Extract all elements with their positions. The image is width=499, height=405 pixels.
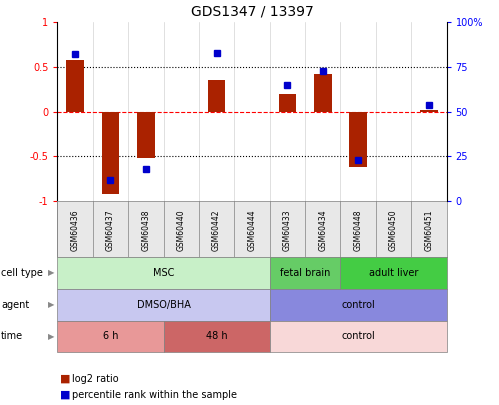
Text: GSM60448: GSM60448	[354, 209, 363, 251]
Text: GSM60434: GSM60434	[318, 209, 327, 251]
Text: GSM60438: GSM60438	[141, 209, 150, 251]
Bar	[349, 112, 367, 167]
Text: fetal brain: fetal brain	[280, 268, 330, 278]
Text: 6 h: 6 h	[103, 331, 118, 341]
Bar	[269, 289, 447, 320]
Bar	[278, 94, 296, 112]
Text: DMSO/BHA: DMSO/BHA	[137, 300, 191, 310]
Text: GSM60433: GSM60433	[283, 209, 292, 251]
Text: cell type: cell type	[1, 268, 43, 278]
Bar	[137, 112, 155, 158]
Text: MSC: MSC	[153, 268, 174, 278]
Text: ■: ■	[60, 390, 70, 400]
Bar	[208, 81, 226, 112]
Bar	[314, 74, 332, 112]
Text: control: control	[341, 331, 375, 341]
Text: agent: agent	[1, 300, 29, 310]
Bar	[57, 257, 269, 289]
Bar	[66, 60, 84, 112]
Bar	[57, 320, 164, 352]
Text: 48 h: 48 h	[206, 331, 228, 341]
Bar	[420, 110, 438, 112]
Text: ▶: ▶	[48, 300, 55, 309]
Bar	[102, 112, 119, 194]
Bar	[57, 289, 269, 320]
Bar	[164, 320, 269, 352]
Text: GSM60442: GSM60442	[212, 209, 221, 251]
Bar	[269, 257, 340, 289]
Text: GSM60450: GSM60450	[389, 209, 398, 251]
Text: GSM60444: GSM60444	[248, 209, 256, 251]
Bar	[340, 257, 447, 289]
Text: time: time	[1, 331, 23, 341]
Text: log2 ratio: log2 ratio	[72, 374, 119, 384]
Bar	[269, 320, 447, 352]
Text: ■: ■	[60, 374, 70, 384]
Text: control: control	[341, 300, 375, 310]
Text: ▶: ▶	[48, 269, 55, 277]
Text: GSM60440: GSM60440	[177, 209, 186, 251]
Text: ▶: ▶	[48, 332, 55, 341]
Text: GSM60437: GSM60437	[106, 209, 115, 251]
Text: percentile rank within the sample: percentile rank within the sample	[72, 390, 238, 400]
Text: adult liver: adult liver	[369, 268, 418, 278]
Text: GSM60436: GSM60436	[70, 209, 79, 251]
Text: GDS1347 / 13397: GDS1347 / 13397	[191, 4, 313, 18]
Text: GSM60451: GSM60451	[425, 209, 434, 251]
